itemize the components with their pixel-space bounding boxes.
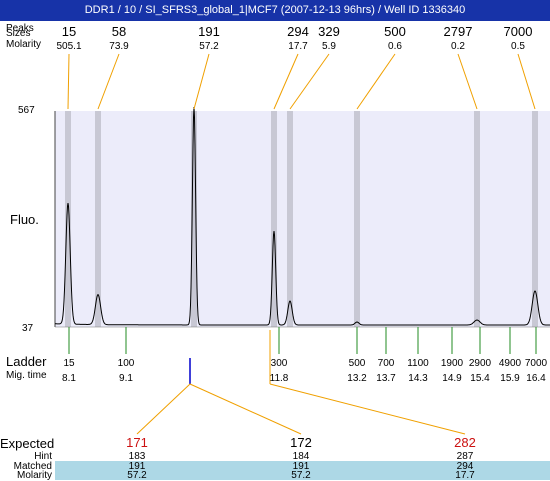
peak-size: 329 [318,24,340,39]
peak-band [287,111,293,327]
ladder-size: 7000 [524,358,548,369]
ladder-size: 1900 [440,358,464,369]
peak-size: 191 [198,24,220,39]
matched-value: 294 [456,461,474,472]
peak-molarity: 73.9 [109,41,129,52]
peak-size: 15 [61,24,77,39]
hint-row-label: Hint [34,451,52,462]
peak-molarity: 0.2 [451,41,465,52]
molarity-value: 17.7 [455,470,475,481]
peak-band [474,111,480,327]
peak-molarity: 0.6 [388,41,402,52]
hint-value: 183 [128,451,146,462]
peak-band [95,111,101,327]
peak-size: 58 [111,24,127,39]
peak-molarity: 5.9 [322,41,336,52]
ladder-mig-time: 9.1 [119,373,133,384]
ladder-mig-time: 8.1 [62,373,76,384]
matched-value: 191 [292,461,310,472]
mig-time-label: Mig. time [6,370,47,381]
ladder-size: 300 [270,358,288,369]
peak-connector-line [97,53,120,110]
plot-area [55,111,550,327]
peak-connector-line [356,53,396,110]
hint-value: 184 [292,451,310,462]
peak-molarity: 0.5 [511,41,525,52]
ladder-size: 500 [348,358,366,369]
peaks-label: Peaks [6,23,34,34]
peak-connector-line [67,53,70,110]
molarity-value: 57.2 [127,470,147,481]
ladder-size: 1100 [407,358,429,369]
peak-connector-line [289,53,330,110]
ladder-size: 2900 [468,358,492,369]
peak-molarity: 17.7 [288,41,308,52]
peak-size: 500 [384,24,406,39]
fluorescence-trace [55,106,550,326]
matched-row-label: Matched [13,461,52,472]
expected-value: 171 [126,435,148,450]
peak-band [532,111,538,327]
peak-connector-line [457,53,478,110]
peak-band [65,111,71,327]
expected-connector-line [189,383,302,435]
sizes-label: Sizes [6,28,31,39]
expected-row-label: Expected [0,436,55,451]
peak-connector-line [273,53,299,110]
peak-size: 7000 [503,24,533,39]
peak-band [191,111,197,327]
peak-molarity: 57.2 [199,41,219,52]
ladder-mig-time: 11.8 [269,373,289,384]
peak-molarity: 505.1 [56,41,82,52]
peak-size: 2797 [443,24,473,39]
expected-connector-line [136,383,191,435]
matched-value: 191 [128,461,146,472]
molarity-value: 57.2 [291,470,311,481]
ladder-size: 100 [117,358,135,369]
ladder-size: 4900 [498,358,522,369]
ladder-label: Ladder [6,354,47,369]
peak-connector-line [193,53,210,110]
y-axis-title: Fluo. [10,212,39,227]
ladder-mig-time: 15.9 [500,373,520,384]
peak-band [271,111,277,327]
ladder-mig-time: 15.4 [470,373,490,384]
expected-value: 172 [290,435,312,450]
ladder-mig-time: 13.7 [376,373,396,384]
window-title: DDR1 / 10 / SI_SFRS3_global_1|MCF7 (2007… [0,0,550,21]
peak-connector-line [517,53,536,110]
y-axis-min: 37 [22,323,34,334]
ladder-mig-time: 16.4 [526,373,546,384]
ladder-mig-time: 14.3 [408,373,428,384]
peak-band [354,111,360,327]
peak-size: 294 [287,24,309,39]
ladder-mig-time: 13.2 [347,373,367,384]
ladder-size: 15 [63,358,75,369]
molarity-row-label: Molarity [16,470,52,481]
molarity-label: Molarity [6,39,42,50]
expected-connector-line [269,383,466,435]
hint-value: 287 [456,451,474,462]
molarity-row-highlight [55,461,550,480]
expected-value: 282 [454,435,476,450]
ladder-mig-time: 14.9 [442,373,462,384]
ladder-size: 700 [377,358,395,369]
y-axis-max: 567 [18,105,35,116]
